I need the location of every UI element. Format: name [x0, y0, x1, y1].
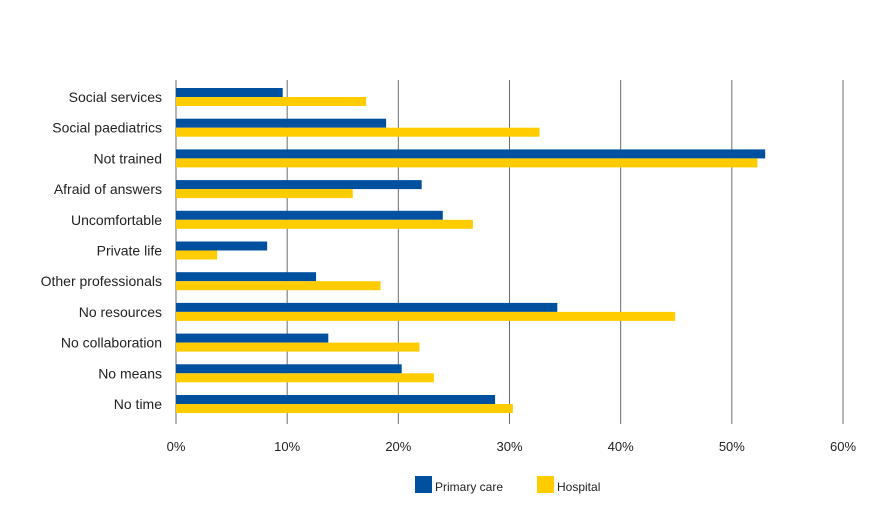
bar-hospital: [176, 189, 353, 199]
category-label: Social paediatrics: [52, 120, 162, 136]
bar-primary-care: [176, 395, 496, 404]
legend-label: Hospital: [557, 480, 600, 494]
x-tick-label: 40%: [608, 439, 634, 454]
bar-primary-care: [176, 364, 402, 374]
category-label: No means: [98, 365, 162, 381]
legend-label: Primary care: [435, 480, 503, 494]
bar-hospital: [176, 281, 381, 291]
category-label: Private life: [97, 243, 163, 259]
legend-swatch: [415, 476, 432, 493]
bar-hospital: [176, 158, 758, 168]
bar-hospital: [176, 250, 218, 260]
bar-primary-care: [176, 118, 387, 128]
x-tick-labels: 0% 10% 20% 30% 40% 50% 60%: [167, 439, 857, 454]
bars: [176, 88, 766, 413]
x-tick-label: 0%: [167, 439, 186, 454]
bar-primary-care: [176, 302, 558, 312]
bar-primary-care: [176, 210, 443, 220]
category-label: No collaboration: [61, 335, 162, 351]
bar-primary-care: [176, 88, 283, 97]
bar-primary-care: [176, 241, 268, 251]
category-label: Uncomfortable: [71, 212, 162, 228]
bar-hospital: [176, 97, 367, 106]
bar-primary-care: [176, 272, 317, 282]
bar-hospital: [176, 311, 676, 321]
x-tick-label: 60%: [830, 439, 856, 454]
category-label: No resources: [79, 304, 162, 320]
category-labels: Social services Social paediatrics Not tra…: [41, 89, 163, 412]
bar-primary-care: [176, 180, 422, 190]
category-label: Social services: [69, 89, 162, 105]
x-tick-label: 20%: [385, 439, 411, 454]
bar-hospital: [176, 219, 473, 229]
gridlines: [175, 80, 844, 424]
x-tick-label: 10%: [274, 439, 300, 454]
bar-hospital: [176, 404, 513, 413]
bar-hospital: [176, 127, 540, 137]
x-tick-label: 30%: [496, 439, 522, 454]
legend: Primary care Hospital: [415, 476, 600, 494]
category-label: Other professionals: [41, 273, 162, 289]
legend-swatch: [537, 476, 554, 493]
category-label: Not trained: [94, 150, 162, 166]
x-tick-label: 50%: [719, 439, 745, 454]
bar-hospital: [176, 342, 420, 352]
bar-hospital: [176, 373, 434, 383]
category-label: Afraid of answers: [54, 181, 162, 197]
bar-primary-care: [176, 149, 766, 159]
bar-primary-care: [176, 333, 329, 343]
category-label: No time: [114, 396, 162, 412]
